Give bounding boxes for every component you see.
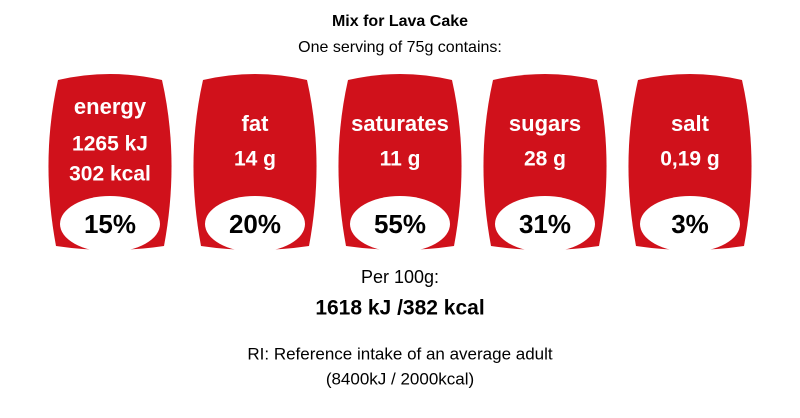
ri-ellipse [495, 196, 595, 252]
nutrient-amount: 14 g [234, 148, 276, 171]
ri-ellipse [205, 196, 305, 252]
footnote-line: (8400kJ / 2000kcal) [326, 369, 474, 388]
nutrient-badge: sugars 28 g 31% [483, 74, 607, 252]
ri-ellipse [60, 196, 160, 252]
nutrient-amount: 302 kcal [69, 163, 151, 186]
nutrient-name: saturates [351, 111, 449, 136]
subtitle: One serving of 75g contains: [298, 39, 502, 56]
title: Mix for Lava Cake [332, 13, 468, 30]
footnote-line: RI: Reference intake of an average adult [247, 344, 553, 363]
nutrient-name: energy [74, 94, 147, 119]
ri-ellipse [350, 196, 450, 252]
nutrient-badge: saturates 11 g 55% [338, 74, 462, 252]
nutrient-badge: energy 1265 kJ 302 kcal 15% [48, 74, 172, 252]
ri-ellipse [640, 196, 740, 252]
ri-percent: 3% [671, 209, 709, 239]
nutrient-badge: salt 0,19 g 3% [628, 74, 752, 252]
ri-percent: 31% [519, 209, 571, 239]
nutrient-name: salt [671, 111, 710, 136]
nutrient-name: fat [242, 111, 270, 136]
per-100g-value: 1618 kJ /382 kcal [315, 297, 484, 320]
nutrient-badge: fat 14 g 20% [193, 74, 317, 252]
ri-percent: 15% [84, 209, 136, 239]
nutrient-name: sugars [509, 111, 581, 136]
nutrient-amount: 11 g [380, 148, 421, 171]
per-100g-label: Per 100g: [361, 267, 439, 287]
ri-percent: 55% [374, 209, 426, 239]
nutrient-amount: 0,19 g [660, 148, 720, 171]
nutrient-amount: 28 g [524, 148, 566, 171]
badges: energy 1265 kJ 302 kcal 15% fat 14 g 20% satura… [48, 74, 752, 252]
nutrient-amount: 1265 kJ [72, 133, 148, 156]
ri-percent: 20% [229, 209, 281, 239]
